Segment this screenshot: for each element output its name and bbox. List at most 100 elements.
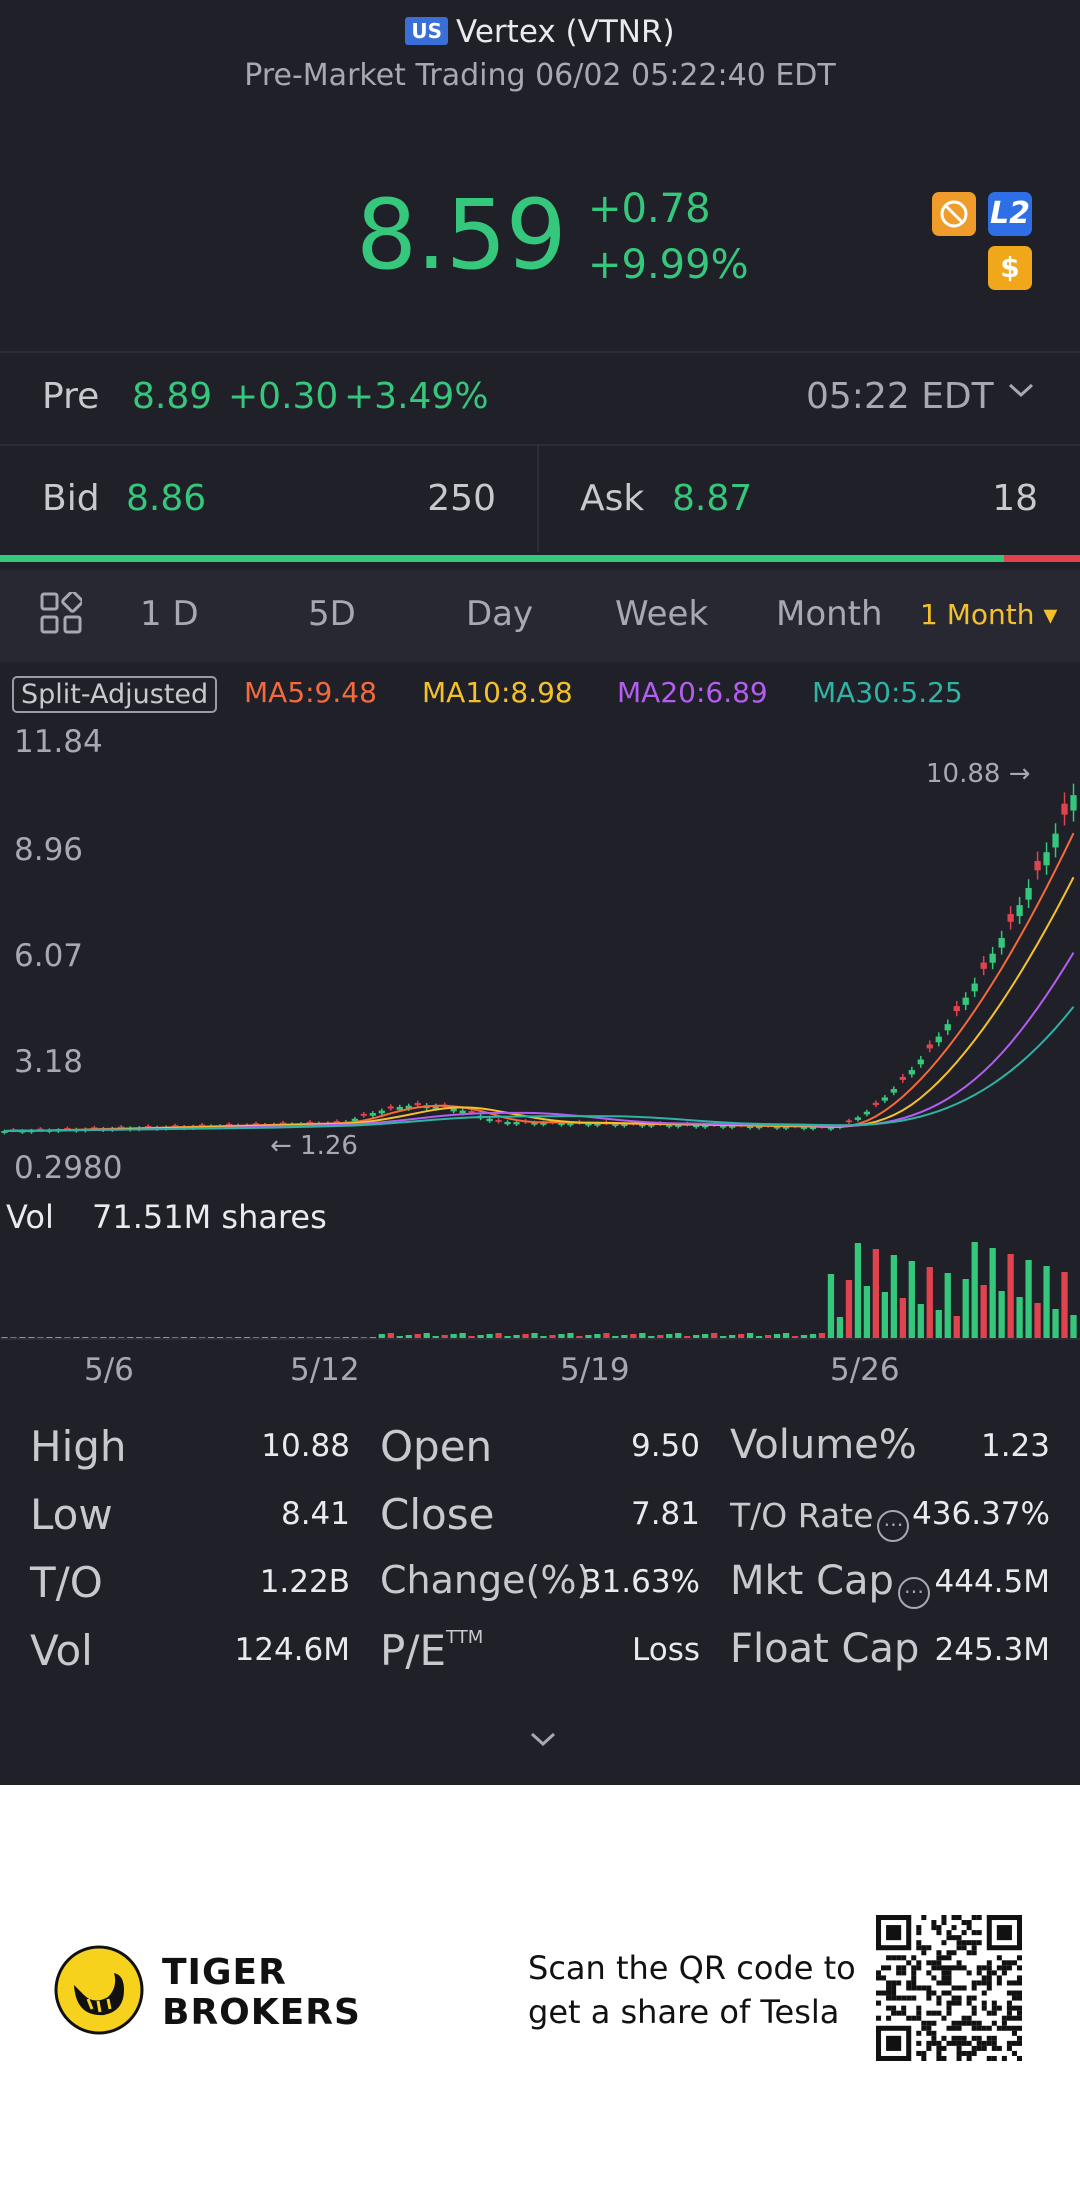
candle-body xyxy=(486,1118,493,1122)
volume-bar xyxy=(513,1335,520,1338)
expand-chevron-icon[interactable] xyxy=(528,1716,558,1762)
candle-body xyxy=(172,1125,179,1127)
candle-body xyxy=(728,1125,736,1128)
qr-code-icon[interactable] xyxy=(876,1915,1022,2061)
volume-bar xyxy=(926,1267,933,1338)
volume-bar xyxy=(872,1249,880,1338)
candle-body xyxy=(1016,905,1023,917)
volume-bar xyxy=(414,1334,421,1338)
split-adjusted-toggle[interactable]: Split-Adjusted xyxy=(12,676,218,713)
ask-label: Ask xyxy=(580,478,645,519)
volume-bar xyxy=(746,1333,754,1338)
volume-bar xyxy=(315,1337,323,1338)
candle-body xyxy=(854,1117,862,1120)
max-price-label: 10.88 → xyxy=(926,759,1030,789)
pre-time[interactable]: 05:22 EDT xyxy=(806,376,994,417)
volume-bar xyxy=(971,1242,978,1338)
volume-bar xyxy=(845,1280,853,1338)
stat-open-label: Open xyxy=(380,1422,493,1471)
volume-bar xyxy=(82,1337,89,1338)
chevron-down-icon[interactable] xyxy=(1006,374,1036,414)
tab-week[interactable]: Week xyxy=(615,594,709,634)
volume-bar xyxy=(1052,1309,1059,1338)
volume-bar xyxy=(91,1337,98,1338)
stat-close: 7.81 xyxy=(630,1496,700,1532)
volume-bar xyxy=(306,1337,314,1338)
candle-body xyxy=(1034,861,1041,871)
volume-bar xyxy=(863,1286,871,1338)
volume-bar xyxy=(432,1336,439,1338)
info-icon[interactable]: ⋯ xyxy=(897,1577,930,1609)
candle-body xyxy=(702,1125,709,1128)
candle-body xyxy=(387,1106,394,1109)
stock-title: US Vertex (VTNR) xyxy=(0,14,1080,50)
volume-bar xyxy=(558,1334,565,1338)
candle-body xyxy=(980,962,987,969)
volume-bar xyxy=(504,1336,511,1338)
tab-5d[interactable]: 5D xyxy=(308,594,356,634)
candle-body xyxy=(827,1127,835,1130)
tab-day[interactable]: Day xyxy=(466,594,534,634)
volume-bar xyxy=(154,1337,161,1338)
candle-body xyxy=(693,1125,700,1128)
volume-bar xyxy=(998,1291,1005,1338)
volume-bar xyxy=(396,1336,403,1338)
volume-bar xyxy=(109,1337,116,1338)
volume-bar xyxy=(1025,1260,1032,1338)
volume-bar xyxy=(594,1334,601,1338)
volume-bar xyxy=(791,1336,799,1338)
volume-bar xyxy=(935,1310,942,1338)
volume-bar xyxy=(369,1337,376,1338)
tab-1-month[interactable]: 1 Month ▾ xyxy=(920,598,1058,631)
candle-body xyxy=(540,1122,547,1125)
volume-bar xyxy=(288,1337,296,1338)
ask-volume-bar xyxy=(1004,555,1080,562)
no-margin-icon[interactable] xyxy=(932,192,976,236)
volume-bar xyxy=(728,1335,736,1338)
volume-bar xyxy=(127,1337,134,1338)
volume-bar xyxy=(711,1333,718,1338)
volume-bar xyxy=(720,1336,727,1338)
stat-low: 8.41 xyxy=(280,1496,350,1532)
divider xyxy=(0,1338,1080,1340)
y-tick: 6.07 xyxy=(14,938,84,974)
level2-icon[interactable]: L2 xyxy=(988,192,1032,236)
candle-body xyxy=(432,1105,439,1109)
info-icon[interactable]: ⋯ xyxy=(877,1510,910,1542)
grid-icon[interactable] xyxy=(40,590,84,634)
bid-size: 250 xyxy=(427,478,496,519)
candle-body xyxy=(585,1123,592,1126)
candle-body xyxy=(1025,887,1032,900)
volume-bar xyxy=(666,1334,673,1338)
candle-body xyxy=(558,1122,565,1126)
ask-price: 8.87 xyxy=(672,478,753,519)
pre-change-percent: +3.49% xyxy=(344,376,489,417)
volume-bar xyxy=(351,1337,358,1338)
volume-bar xyxy=(270,1337,278,1338)
volume-bar xyxy=(360,1337,367,1338)
tab-month[interactable]: Month xyxy=(776,594,883,634)
volume-bar xyxy=(297,1337,305,1338)
volume-bar xyxy=(495,1333,502,1338)
candle-body xyxy=(971,983,978,992)
stock-name: Vertex (VTNR) xyxy=(456,14,675,50)
volume-bar xyxy=(693,1335,700,1338)
candle-body xyxy=(612,1123,619,1126)
volume-bar xyxy=(181,1337,188,1338)
us-market-flag: US xyxy=(405,17,449,45)
volume-bar xyxy=(252,1337,260,1338)
last-price: 8.59 xyxy=(356,179,567,291)
volume-bar xyxy=(100,1337,107,1338)
volume-bar xyxy=(773,1334,781,1338)
price-chart[interactable]: 10.88 → ← 1.26 xyxy=(0,720,1080,1360)
tab-1d[interactable]: 1 D xyxy=(140,594,199,634)
dollar-icon[interactable]: $ xyxy=(988,246,1032,290)
bid-price: 8.86 xyxy=(126,478,207,519)
stat-torate: 436.37% xyxy=(912,1496,1050,1532)
volume-bar xyxy=(944,1273,951,1338)
volume-bar xyxy=(189,1337,197,1338)
volume-bar xyxy=(800,1335,808,1338)
volume-bar xyxy=(477,1335,484,1338)
candle-body xyxy=(513,1122,520,1125)
volume-bar xyxy=(28,1337,35,1338)
